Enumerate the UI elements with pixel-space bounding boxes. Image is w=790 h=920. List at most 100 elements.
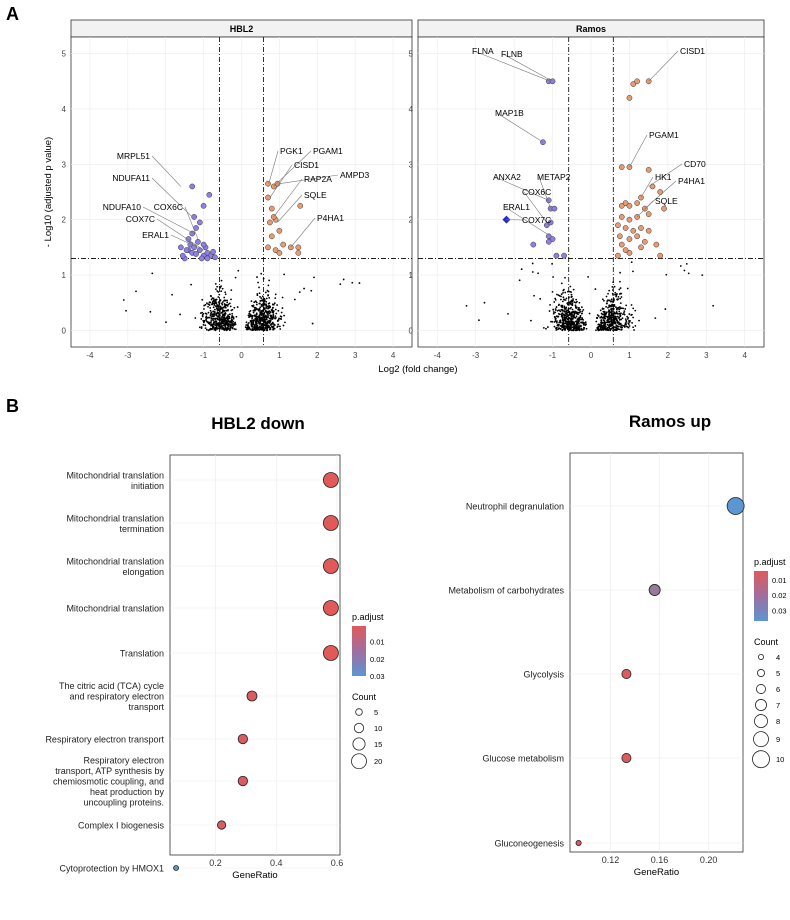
background-point: [610, 322, 613, 325]
background-point: [268, 317, 271, 320]
background-point: [571, 303, 573, 305]
background-point: [612, 312, 615, 315]
background-point: [223, 327, 226, 330]
background-point: [209, 314, 212, 317]
label-connector: [151, 155, 182, 187]
background-point: [230, 319, 233, 322]
background-point: [602, 310, 605, 313]
background-point: [253, 319, 256, 322]
background-point: [255, 327, 258, 329]
gene-label: MAP1B: [495, 108, 524, 118]
background-point: [556, 309, 559, 312]
gene-label: PGAM1: [313, 146, 343, 156]
up-regulated-point: [615, 222, 621, 229]
data-dot: [322, 515, 339, 531]
background-point: [615, 306, 617, 309]
background-point: [621, 317, 624, 320]
category-label: and respiratory electron: [69, 692, 164, 702]
background-point: [624, 308, 627, 310]
background-point: [266, 321, 269, 323]
background-point: [552, 308, 555, 311]
background-point: [203, 308, 205, 310]
label-connector: [538, 176, 551, 209]
background-point: [259, 300, 262, 302]
down-regulated-point: [204, 250, 211, 256]
background-point: [222, 306, 225, 309]
background-point: [265, 300, 268, 303]
x-tick-label: -1: [200, 351, 208, 360]
background-point: [606, 327, 608, 330]
background-point: [549, 304, 551, 306]
gene-label: COX6C: [522, 187, 551, 197]
category-label: Mitochondrial translation: [66, 513, 164, 523]
background-point: [258, 323, 261, 325]
label-connector: [184, 206, 199, 240]
background-point: [265, 303, 268, 306]
background-point: [685, 262, 688, 265]
background-point: [234, 321, 237, 324]
background-point: [568, 325, 571, 328]
nonsignificant-points: [465, 261, 715, 332]
background-point: [269, 319, 272, 322]
down-regulated-point: [547, 219, 554, 226]
background-point: [276, 304, 279, 306]
background-point: [563, 316, 566, 319]
background-point: [604, 312, 606, 315]
background-point: [260, 324, 263, 327]
background-point: [624, 322, 627, 325]
gene-label: MRPL51: [117, 151, 150, 161]
background-point: [600, 316, 603, 319]
gene-label: COX7C: [126, 214, 155, 224]
background-point: [580, 321, 582, 324]
background-point: [478, 319, 480, 322]
up-regulated-point: [630, 227, 637, 234]
background-point: [280, 315, 283, 318]
background-point: [254, 328, 257, 331]
background-point: [577, 313, 579, 316]
background-point: [578, 311, 581, 314]
up-regulated-point: [622, 200, 629, 206]
up-regulated-point: [626, 250, 633, 256]
background-point: [266, 314, 269, 316]
background-point: [228, 323, 231, 326]
background-point: [561, 300, 564, 303]
background-point: [228, 329, 231, 332]
background-point: [255, 301, 258, 304]
size-legend-circle: [752, 750, 770, 769]
background-point: [600, 322, 603, 324]
background-point: [214, 311, 216, 313]
background-point: [604, 317, 607, 320]
background-point: [250, 325, 253, 328]
background-point: [558, 327, 560, 330]
background-point: [578, 309, 581, 312]
size-legend-label: 5: [776, 669, 780, 678]
background-point: [303, 287, 305, 290]
background-point: [149, 310, 152, 313]
background-point: [258, 302, 261, 305]
x-tick-label: 2: [666, 351, 671, 360]
background-point: [609, 320, 611, 323]
category-label: heat production by: [90, 787, 165, 797]
background-point: [602, 299, 605, 302]
background-point: [605, 302, 608, 305]
down-regulated-point: [193, 251, 199, 257]
up-regulated-point: [265, 194, 271, 201]
background-point: [596, 328, 599, 331]
background-point: [584, 321, 587, 324]
up-regulated-point: [618, 214, 625, 220]
background-point: [205, 328, 208, 331]
background-point: [220, 285, 223, 287]
up-regulated-point: [645, 167, 652, 173]
color-bar-label: 0.03: [772, 606, 787, 615]
background-point: [601, 298, 604, 301]
x-tick-label: -2: [162, 351, 170, 360]
background-point: [274, 308, 277, 311]
background-point: [245, 321, 248, 324]
background-point: [215, 322, 218, 325]
size-legend-label: 9: [776, 735, 780, 744]
background-point: [600, 319, 603, 322]
size-legend-circle: [758, 654, 765, 661]
background-point: [223, 305, 226, 308]
background-point: [578, 301, 581, 304]
background-point: [576, 327, 579, 330]
